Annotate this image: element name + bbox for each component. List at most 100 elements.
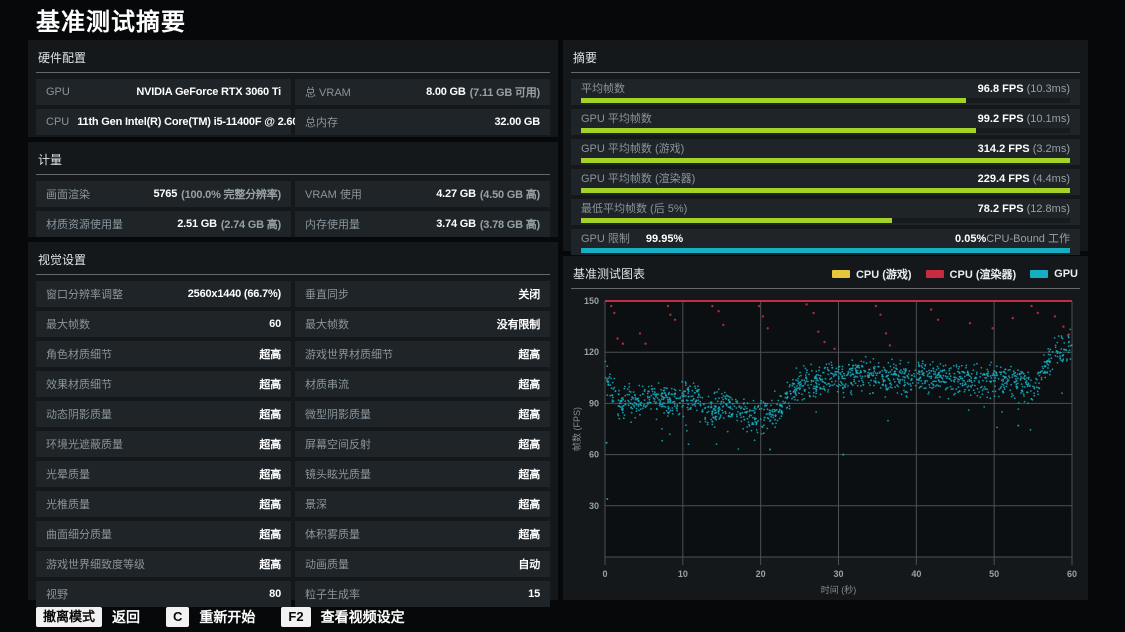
setting-value: NVIDIA GeForce RTX 3060 Ti (136, 86, 281, 98)
visual-settings-header: 视觉设置 (36, 248, 550, 275)
keybind-video-settings[interactable]: F2 查看视频设定 (281, 607, 405, 627)
legend-label: CPU (游戏) (855, 268, 912, 281)
svg-text:30: 30 (833, 569, 843, 579)
summary-label: 平均帧数 (581, 83, 625, 95)
visual-setting-row: 动态阴影质量 超高 微型阴影质量 超高 (36, 401, 550, 427)
key-badge[interactable]: F2 (281, 607, 311, 627)
summary-value-extra: (10.1ms) (1023, 113, 1070, 125)
visual-setting-row: 游戏世界细致度等级 超高 动画质量 自动 (36, 551, 550, 577)
visual-setting-cell-right: 屏幕空间反射 超高 (295, 431, 550, 457)
hardware-config-panel: 硬件配置 GPU NVIDIA GeForce RTX 3060 Ti 总 VRAM… (28, 40, 558, 137)
svg-text:120: 120 (584, 347, 599, 357)
metric-cell-right: VRAM 使用 4.27 GB (4.50 GB 高) (295, 181, 550, 207)
visual-setting-row: 效果材质细节 超高 材质串流 超高 (36, 371, 550, 397)
setting-value: 超高 (259, 409, 281, 421)
setting-label: 窗口分辨率调整 (46, 289, 123, 301)
visual-setting-cell-left: 游戏世界细致度等级 超高 (36, 551, 291, 577)
hardware-cell-left: GPU NVIDIA GeForce RTX 3060 Ti (36, 79, 291, 105)
summary-label: GPU 平均帧数 (游戏) (581, 143, 685, 155)
visual-setting-cell-right: 体积雾质量 超高 (295, 521, 550, 547)
setting-value: 超高 (518, 379, 540, 391)
visual-setting-cell-left: 光晕质量 超高 (36, 461, 291, 487)
svg-text:20: 20 (756, 569, 766, 579)
setting-value: 超高 (518, 499, 540, 511)
setting-label: 屏幕空间反射 (305, 439, 371, 451)
legend-item: CPU (游戏) (831, 266, 912, 282)
setting-label: 最大帧数 (305, 319, 349, 331)
hardware-cell-right: 总 VRAM 8.00 GB (7.11 GB 可用) (295, 79, 550, 105)
setting-label: 材质串流 (305, 379, 349, 391)
legend-swatch-icon (925, 269, 944, 278)
metric-row: 画面渲染 5765 (100.0% 完整分辨率) VRAM 使用 4.27 GB (4.5… (36, 181, 550, 207)
svg-text:60: 60 (589, 450, 599, 460)
summary-row: GPU 平均帧数 (渲染器) 229.4 FPS (4.4ms) (571, 169, 1080, 195)
svg-text:10: 10 (678, 569, 688, 579)
summary-row: 最低平均帧数 (后 5%) 78.2 FPS (12.8ms) (571, 199, 1080, 225)
key-badge[interactable]: 撤离模式 (36, 607, 103, 627)
visual-setting-row: 光晕质量 超高 镜头眩光质量 超高 (36, 461, 550, 487)
hardware-cell-right: 总内存 32.00 GB (295, 109, 550, 135)
setting-value: 超高 (259, 439, 281, 451)
setting-value: 3.74 GB (436, 218, 476, 230)
legend-item: CPU (渲染器) (925, 266, 1017, 282)
visual-setting-cell-right: 垂直同步 关闭 (295, 281, 550, 307)
keybind-back[interactable]: 撤离模式 返回 (36, 607, 140, 627)
key-badge[interactable]: C (166, 607, 190, 627)
setting-label: 微型阴影质量 (305, 409, 371, 421)
summary-bar (581, 158, 1070, 163)
svg-text:60: 60 (1067, 569, 1077, 579)
svg-text:时间 (秒): 时间 (秒) (821, 584, 857, 595)
summary-value-extra: (3.2ms) (1029, 143, 1070, 155)
legend-label: CPU (渲染器) (949, 268, 1017, 281)
summary-value-extra: (4.4ms) (1029, 173, 1070, 185)
setting-value: 自动 (518, 559, 540, 571)
svg-text:30: 30 (589, 501, 599, 511)
summary-row: GPU 平均帧数 99.2 FPS (10.1ms) (571, 109, 1080, 135)
summary-label: GPU 平均帧数 (581, 113, 652, 125)
keybind-restart[interactable]: C 重新开始 (166, 607, 255, 627)
summary-value: 78.2 FPS (977, 203, 1024, 215)
keybind-label: 返回 (112, 609, 141, 625)
setting-label: 粒子生成率 (305, 589, 360, 601)
visual-setting-row: 曲面细分质量 超高 体积雾质量 超高 (36, 521, 550, 547)
svg-text:0: 0 (602, 569, 607, 579)
setting-label: 最大帧数 (46, 319, 90, 331)
setting-value: 8.00 GB (426, 86, 466, 98)
setting-label: CPU (46, 116, 70, 128)
metrics-header: 计量 (36, 148, 550, 175)
summary-value-extra: CPU-Bound 工作 (986, 233, 1070, 245)
setting-label: 游戏世界细致度等级 (46, 559, 145, 571)
summary-rows: 平均帧数 96.8 FPS (10.3ms) GPU 平均帧数 99.2 FPS (1… (571, 79, 1080, 255)
setting-value: 15 (528, 588, 540, 600)
visual-setting-cell-right: 景深 超高 (295, 491, 550, 517)
visual-setting-cell-right: 材质串流 超高 (295, 371, 550, 397)
legend-item: GPU (1030, 268, 1078, 280)
setting-label: 光椎质量 (46, 499, 90, 511)
benchmark-chart: 150 120 90 60 30 0 10 20 30 40 50 60 时间 (秒) 帧数 (FPS) (571, 296, 1077, 595)
hardware-row: CPU 11th Gen Intel(R) Core(TM) i5-11400F … (36, 109, 550, 135)
setting-value: 超高 (518, 439, 540, 451)
setting-label: 总 VRAM (305, 87, 351, 99)
footer-keybinds: 撤离模式 返回 C 重新开始 F2 查看视频设定 (36, 607, 405, 627)
summary-header: 摘要 (571, 46, 1080, 73)
visual-setting-cell-right: 动画质量 自动 (295, 551, 550, 577)
metric-cell-right: 内存使用量 3.74 GB (3.78 GB 高) (295, 211, 550, 237)
setting-value: 超高 (518, 469, 540, 481)
hardware-cell-left: CPU 11th Gen Intel(R) Core(TM) i5-11400F … (36, 109, 320, 135)
summary-value: 0.05% (955, 233, 987, 245)
setting-value: 超高 (259, 529, 281, 541)
legend-label: GPU (1054, 267, 1078, 280)
setting-value: 超高 (259, 379, 281, 391)
setting-value: 超高 (259, 469, 281, 481)
visual-setting-cell-left: 角色材质细节 超高 (36, 341, 291, 367)
svg-text:帧数 (FPS): 帧数 (FPS) (571, 407, 582, 451)
setting-label: 环境光遮蔽质量 (46, 439, 123, 451)
visual-setting-cell-right: 微型阴影质量 超高 (295, 401, 550, 427)
svg-text:50: 50 (989, 569, 999, 579)
summary-bar (581, 248, 1070, 253)
summary-label: GPU 平均帧数 (渲染器) (581, 173, 696, 185)
visual-settings-panel: 视觉设置 窗口分辨率调整 2560x1440 (66.7%) 垂直同步 关闭 最大帧数 6… (28, 242, 558, 607)
setting-value: 没有限制 (496, 319, 540, 331)
keybind-label: 重新开始 (199, 609, 256, 625)
summary-value-extra: (12.8ms) (1023, 203, 1070, 215)
